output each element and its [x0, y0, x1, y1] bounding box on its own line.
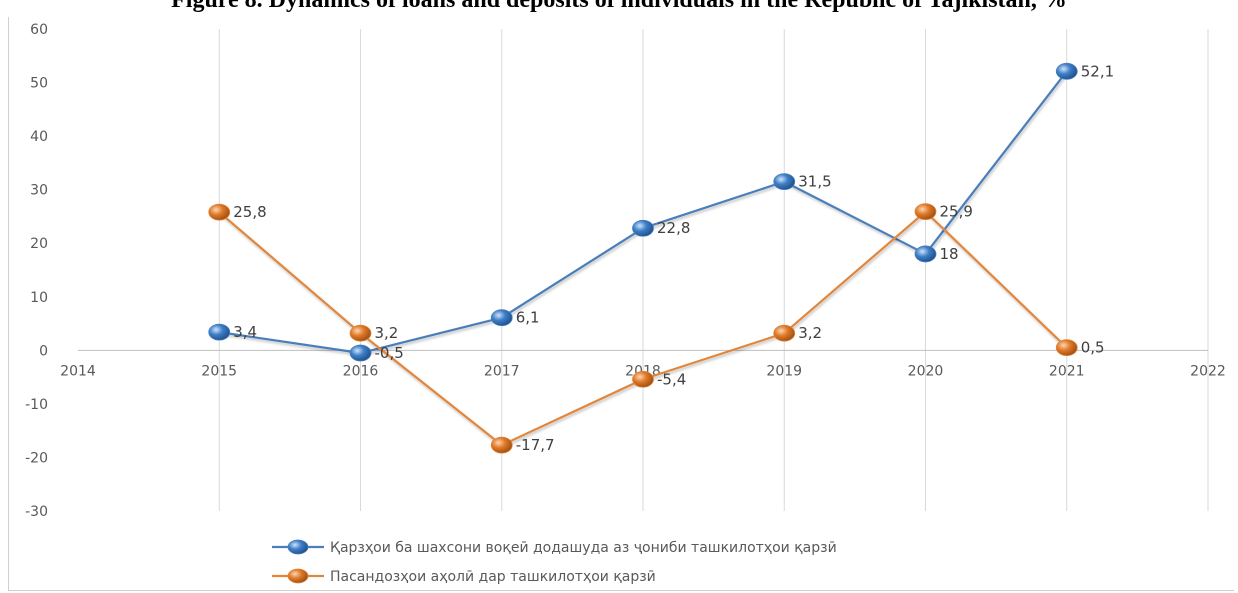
series-1-point-2017: [490, 309, 513, 327]
legend-marker-2: [287, 568, 309, 584]
series-1-point-2015: [208, 323, 231, 341]
gridlines: [218, 29, 1209, 511]
y-tick-label-20: 20: [30, 236, 48, 252]
series-1-label-2018: 22,8: [657, 219, 690, 237]
series-2-point-2019: [773, 324, 796, 342]
series-2-label-2017: -17,7: [516, 436, 555, 454]
series-2-label-2015: 25,8: [233, 203, 266, 221]
y-tick-label-10: 10: [30, 290, 48, 306]
series-1-point-2018: [632, 219, 654, 237]
x-tick-label-2019: 2019: [766, 363, 802, 379]
x-tick-label-2015: 2015: [201, 363, 237, 379]
data-labels: 3,4 -0,5 6,1 22,8 31,5 18 52,1 25,8 3,2 -17,7 -5,4…: [233, 62, 1114, 454]
series-markers: [208, 62, 1078, 454]
y-tick-label--10: -10: [25, 397, 48, 413]
y-tick-label-0: 0: [39, 343, 48, 359]
y-tick-label-50: 50: [30, 76, 48, 92]
legend: Қарзҳои ба шахсони воқеӣ додашуда аз ҷон…: [272, 539, 837, 585]
x-tick-label-2021: 2021: [1049, 363, 1085, 379]
series-2-point-2021: [1055, 339, 1078, 357]
series-1-label-2019: 31,5: [798, 173, 831, 191]
chart-title: Figure 8. Dynamics of loans and deposits…: [171, 0, 1067, 13]
series-1-label-2017: 6,1: [516, 309, 540, 327]
series-2-point-2020: [914, 203, 937, 221]
series-1-label-2020: 18: [940, 245, 959, 263]
series-2-label-2018: -5,4: [657, 370, 686, 388]
y-tick-label-40: 40: [30, 129, 48, 145]
series-1-label-2016: -0,5: [375, 344, 404, 362]
y-tick-label-60: 60: [30, 22, 48, 38]
legend-marker-1: [287, 539, 309, 555]
series-2-label-2021: 0,5: [1081, 339, 1105, 357]
legend-entry-2: Пасандозҳои аҳолӣ дар ташкилотҳои қарзӣ: [330, 569, 656, 585]
series-2-point-2018: [632, 370, 654, 388]
y-tick-label--20: -20: [25, 450, 48, 466]
x-tick-label-2022: 2022: [1190, 363, 1226, 379]
x-tick-label-2016: 2016: [343, 363, 379, 379]
series-2-label-2016: 3,2: [375, 324, 399, 342]
series-1-point-2021: [1055, 62, 1078, 80]
series-1-label-2021: 52,1: [1081, 62, 1114, 80]
axes: -30 -20 -10 0 10 20 30 40 50 60 2014 2015 2016 2017 20…: [25, 22, 1226, 520]
series-2-point-2015: [208, 203, 231, 221]
x-tick-label-2017: 2017: [484, 363, 520, 379]
series-2-point-2016: [349, 324, 372, 342]
chart-frame: [8, 17, 1234, 591]
legend-entry-1: Қарзҳои ба шахсони воқеӣ додашуда аз ҷон…: [330, 540, 837, 556]
y-tick-label-30: 30: [30, 183, 48, 199]
series-2-point-2017: [490, 436, 513, 454]
series-1-point-2020: [914, 245, 937, 263]
y-tick-label--30: -30: [25, 504, 48, 520]
series-1-label-2015: 3,4: [233, 323, 257, 341]
series-2-label-2019: 3,2: [798, 324, 822, 342]
series-2-label-2020: 25,9: [940, 203, 973, 221]
series-1-point-2016: [349, 344, 372, 362]
series-1-point-2019: [773, 173, 796, 191]
x-tick-label-2020: 2020: [908, 363, 944, 379]
x-tick-label-2014: 2014: [60, 363, 96, 379]
